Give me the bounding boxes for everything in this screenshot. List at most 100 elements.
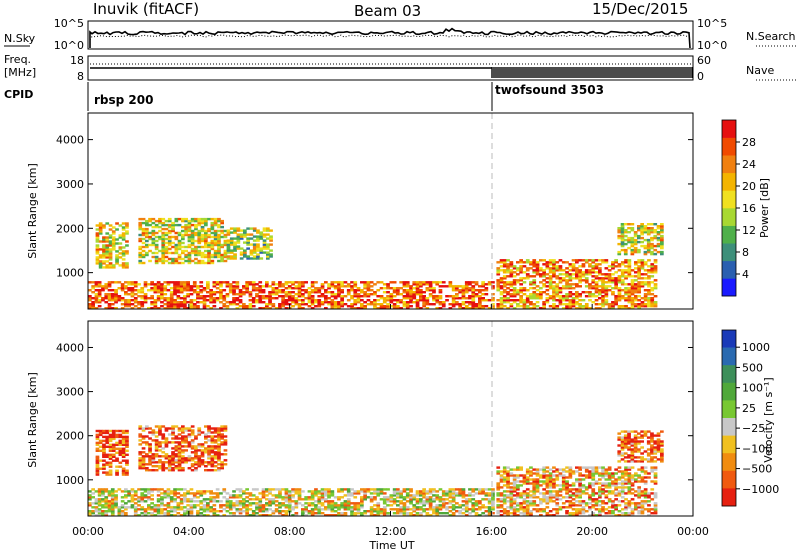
echo-cell (155, 461, 159, 463)
echo-cell (203, 295, 207, 297)
echo-cell (216, 488, 220, 490)
echo-cell (481, 498, 485, 500)
echo-cell (281, 496, 285, 498)
echo-cell (370, 488, 374, 490)
echo-cell (624, 235, 628, 237)
echo-cell (608, 273, 612, 275)
echo-cell (575, 500, 579, 502)
echo-cell (152, 465, 156, 467)
echo-cell (481, 289, 485, 291)
echo-cell (301, 281, 305, 283)
echo-cell (219, 504, 223, 506)
echo-cell (115, 228, 119, 230)
echo-cell (640, 245, 644, 247)
echo-cell (634, 231, 638, 233)
echo-cell (177, 492, 181, 494)
echo-cell (217, 467, 221, 469)
echo-cell (206, 498, 210, 500)
echo-cell (311, 502, 315, 504)
echo-cell (281, 295, 285, 297)
echo-cell (178, 262, 182, 264)
echo-cell (165, 242, 169, 244)
echo-cell (595, 281, 599, 283)
echo-cell (95, 281, 99, 283)
echo-cell (291, 305, 295, 307)
echo-cell (539, 259, 543, 261)
echo-cell (199, 289, 203, 291)
nave-bar (663, 67, 664, 78)
echo-cell (383, 283, 387, 285)
echo-cell (232, 490, 236, 492)
nave-bar (499, 67, 500, 78)
echo-cell (598, 504, 602, 506)
echo-cell (513, 498, 517, 500)
echo-cell (194, 258, 198, 260)
echo-cell (465, 494, 469, 496)
echo-cell (367, 488, 371, 490)
echo-cell (214, 218, 218, 220)
nave-bar (523, 67, 524, 78)
echo-cell (245, 500, 249, 502)
echo-cell (233, 253, 237, 255)
echo-cell (214, 439, 218, 441)
echo-cell (105, 430, 109, 432)
echo-cell (196, 500, 200, 502)
echo-cell (409, 508, 413, 510)
echo-cell (559, 498, 563, 500)
echo-cell (572, 287, 576, 289)
echo-cell (555, 484, 559, 486)
echo-cell (513, 279, 517, 281)
echo-cell (148, 232, 152, 234)
echo-cell (209, 490, 213, 492)
echo-cell (591, 498, 595, 500)
echo-cell (475, 488, 479, 490)
echo-cell (227, 255, 231, 257)
echo-cell (653, 235, 657, 237)
echo-cell (562, 285, 566, 287)
echo-cell (308, 305, 312, 307)
echo-cell (539, 480, 543, 482)
echo-cell (618, 490, 622, 492)
echo-cell (647, 297, 651, 299)
echo-cell (539, 498, 543, 500)
echo-cell (650, 275, 654, 277)
echo-cell (101, 504, 105, 506)
echo-cell (214, 230, 218, 232)
echo-cell (519, 287, 523, 289)
echo-cell (224, 260, 228, 262)
echo-cell (432, 494, 436, 496)
echo-cell (131, 281, 135, 283)
echo-cell (147, 283, 151, 285)
echo-cell (217, 260, 221, 262)
echo-cell (201, 459, 205, 461)
echo-cell (422, 281, 426, 283)
echo-cell (224, 435, 228, 437)
echo-cell (327, 291, 331, 293)
echo-cell (209, 289, 213, 291)
echo-cell (161, 433, 165, 435)
echo-cell (268, 508, 272, 510)
echo-cell (249, 281, 253, 283)
echo-cell (442, 281, 446, 283)
echo-cell (559, 494, 563, 496)
echo-cell (209, 506, 213, 508)
echo-cell (376, 295, 380, 297)
nave-bar (513, 67, 514, 78)
echo-cell (178, 240, 182, 242)
echo-cell (219, 289, 223, 291)
echo-cell (177, 496, 181, 498)
echo-cell (578, 259, 582, 261)
echo-cell (317, 287, 321, 289)
echo-cell (206, 502, 210, 504)
y-tick-label: 2000 (56, 222, 84, 235)
echo-cell (506, 263, 510, 265)
echo-cell (119, 246, 123, 248)
echo-cell (152, 252, 156, 254)
echo-cell (121, 504, 125, 506)
echo-cell (194, 467, 198, 469)
echo-cell (252, 510, 256, 512)
echo-cell (155, 425, 159, 427)
echo-cell (206, 490, 210, 492)
echo-cell (373, 299, 377, 301)
echo-cell (194, 262, 198, 264)
